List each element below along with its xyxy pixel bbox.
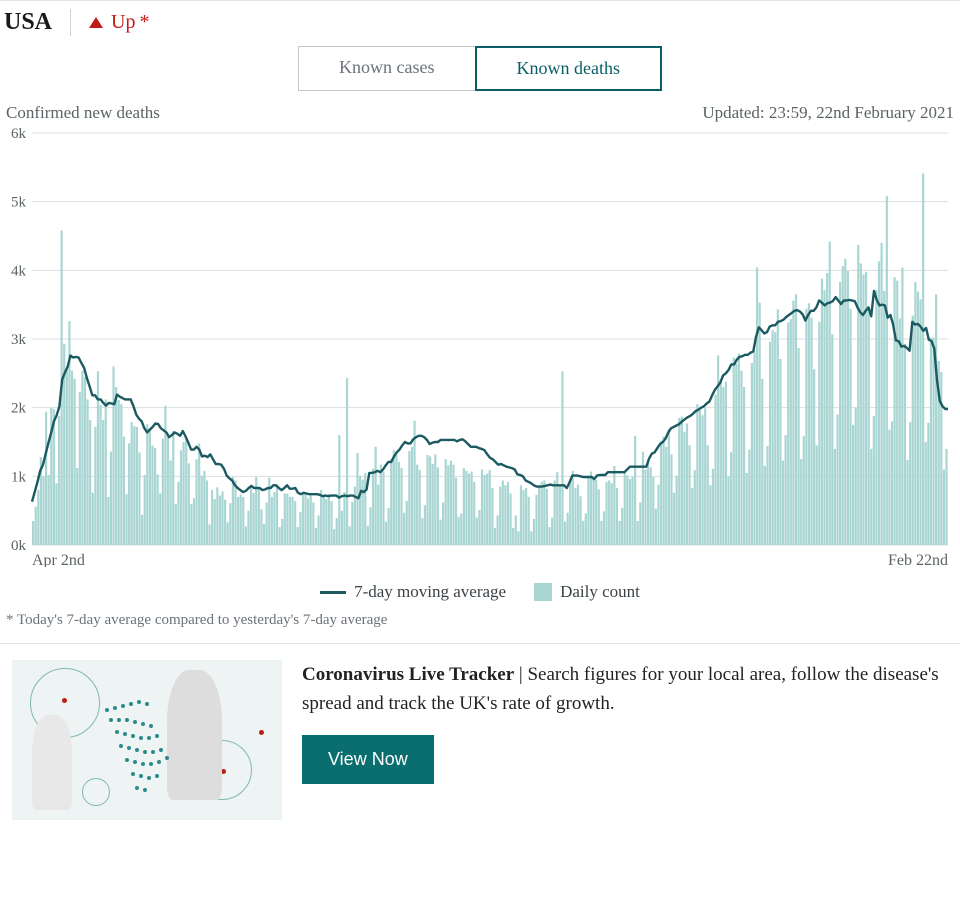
svg-text:1k: 1k [11,469,27,485]
legend-line-label: 7-day moving average [354,582,506,602]
trend-indicator: Up * [71,11,149,34]
chart-legend: 7-day moving average Daily count [0,572,960,612]
chart-updated: Updated: 23:59, 22nd February 2021 [702,103,954,123]
legend-bar: Daily count [534,582,640,602]
chart-header: USA Up * [0,0,960,42]
svg-text:Feb 22nd: Feb 22nd [888,552,948,567]
view-now-button[interactable]: View Now [302,735,434,784]
svg-text:2k: 2k [11,401,27,417]
svg-text:6k: 6k [11,127,27,142]
country-label: USA [4,9,71,36]
tab-bar: Known cases Known deaths [0,42,960,99]
chart-meta-row: Confirmed new deaths Updated: 23:59, 22n… [0,99,960,123]
svg-text:4k: 4k [11,263,27,279]
trend-up-icon [89,17,103,28]
trend-label: Up [111,11,135,34]
svg-text:3k: 3k [11,332,27,348]
svg-text:Apr 2nd: Apr 2nd [32,552,85,567]
tab-known-cases[interactable]: Known cases [298,46,474,91]
legend-line: 7-day moving average [320,582,506,602]
promo-block: Coronavirus Live Tracker | Search figure… [0,660,960,844]
deaths-chart: 0k 1k 2k 3k 4k 5k 6k Apr 2nd Feb 22nd [6,127,952,567]
chart-footnote: * Today's 7-day average compared to yest… [0,612,960,643]
promo-title: Coronavirus Live Tracker [302,664,514,685]
legend-bar-icon [534,583,552,601]
legend-line-icon [320,591,346,594]
promo-image [12,660,282,820]
tab-known-deaths[interactable]: Known deaths [475,46,662,91]
chart-area: 0k 1k 2k 3k 4k 5k 6k Apr 2nd Feb 22nd [6,127,954,572]
svg-text:0k: 0k [11,538,27,554]
promo-sep: | [514,664,527,685]
chart-title: Confirmed new deaths [6,103,160,123]
svg-text:5k: 5k [11,195,27,211]
trend-asterisk: * [139,11,149,34]
legend-bar-label: Daily count [560,582,640,602]
promo-text: Coronavirus Live Tracker | Search figure… [302,660,948,784]
divider [0,643,960,644]
